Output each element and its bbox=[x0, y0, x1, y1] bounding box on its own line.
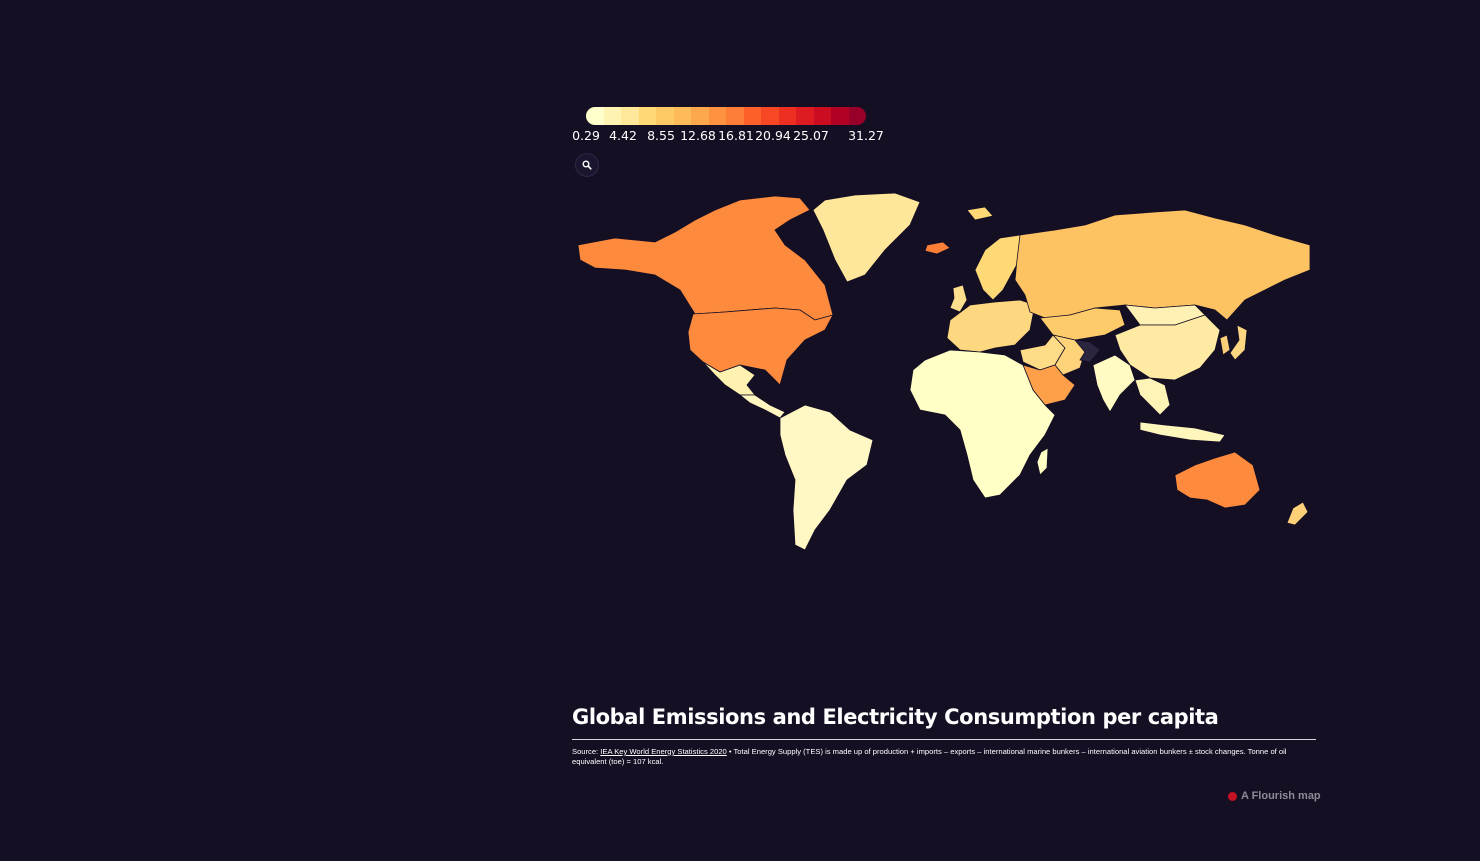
credit-label: A Flourish map bbox=[1241, 790, 1321, 802]
map-title: Global Emissions and Electricity Consump… bbox=[572, 705, 1219, 729]
region-Indonesia[interactable] bbox=[1139, 421, 1226, 443]
legend-swatch bbox=[603, 107, 621, 125]
region-Mexico[interactable] bbox=[702, 361, 756, 396]
color-legend: 0.29 4.42 8.55 12.68 16.81 20.94 25.07 3… bbox=[572, 106, 894, 146]
legend-swatch bbox=[621, 107, 639, 125]
legend-swatch bbox=[778, 107, 796, 125]
region-Afghanistan[interactable] bbox=[1074, 339, 1101, 363]
search-icon bbox=[582, 160, 592, 170]
source-text: • Total Energy Supply (TES) is made up o… bbox=[572, 747, 1287, 766]
source-note: Source: IEA Key World Energy Statistics … bbox=[572, 747, 1316, 767]
region-China[interactable] bbox=[1114, 314, 1221, 381]
legend-swatch bbox=[831, 107, 849, 125]
legend-swatch bbox=[638, 107, 656, 125]
region-Iceland[interactable] bbox=[924, 241, 951, 255]
region-New-Zealand[interactable] bbox=[1286, 501, 1309, 526]
legend-swatch bbox=[673, 107, 691, 125]
region-India[interactable] bbox=[1092, 354, 1136, 413]
region-United-Kingdom[interactable] bbox=[949, 284, 968, 313]
region-Japan[interactable] bbox=[1229, 324, 1248, 361]
region-Svalbard[interactable] bbox=[966, 206, 994, 221]
legend-swatch bbox=[761, 107, 779, 125]
legend-color-scale bbox=[586, 107, 866, 125]
region-Central-America[interactable] bbox=[738, 394, 786, 419]
legend-tick: 8.55 bbox=[647, 128, 675, 143]
legend-tick: 12.68 bbox=[680, 128, 716, 143]
legend-swatch bbox=[708, 107, 726, 125]
title-divider bbox=[572, 739, 1316, 740]
region-Western-Europe[interactable] bbox=[946, 299, 1036, 353]
legend-tick: 0.29 bbox=[572, 128, 600, 143]
legend-swatch bbox=[656, 107, 674, 125]
legend-swatch bbox=[848, 107, 866, 125]
region-Canada[interactable] bbox=[577, 195, 834, 321]
region-United-States[interactable] bbox=[687, 307, 834, 386]
flourish-logo-icon bbox=[1228, 791, 1237, 801]
region-Madagascar[interactable] bbox=[1036, 447, 1049, 476]
region-Greenland[interactable] bbox=[812, 192, 921, 283]
flourish-credit-link[interactable]: A Flourish map bbox=[1228, 790, 1321, 802]
legend-swatch bbox=[726, 107, 744, 125]
source-link[interactable]: IEA Key World Energy Statistics 2020 bbox=[600, 747, 727, 756]
legend-tick: 31.27 bbox=[848, 128, 884, 143]
source-prefix: Source: bbox=[572, 747, 601, 756]
legend-tick: 25.07 bbox=[793, 128, 829, 143]
region-South-America[interactable] bbox=[779, 404, 874, 551]
legend-tick: 16.81 bbox=[718, 128, 754, 143]
legend-tick-labels: 0.29 4.42 8.55 12.68 16.81 20.94 25.07 3… bbox=[572, 128, 894, 144]
legend-swatch bbox=[586, 107, 604, 125]
region-Russia[interactable] bbox=[1014, 209, 1311, 321]
search-button[interactable] bbox=[575, 153, 599, 177]
legend-tick: 4.42 bbox=[609, 128, 637, 143]
region-Korea[interactable] bbox=[1219, 334, 1231, 356]
legend-swatch bbox=[813, 107, 831, 125]
legend-swatch bbox=[743, 107, 761, 125]
region-Australia[interactable] bbox=[1174, 451, 1261, 509]
region-Africa[interactable] bbox=[909, 349, 1056, 499]
legend-swatch bbox=[796, 107, 814, 125]
world-map[interactable] bbox=[575, 190, 1315, 555]
region-Southeast-Asia[interactable] bbox=[1134, 377, 1171, 416]
legend-tick: 20.94 bbox=[755, 128, 791, 143]
legend-swatch bbox=[691, 107, 709, 125]
